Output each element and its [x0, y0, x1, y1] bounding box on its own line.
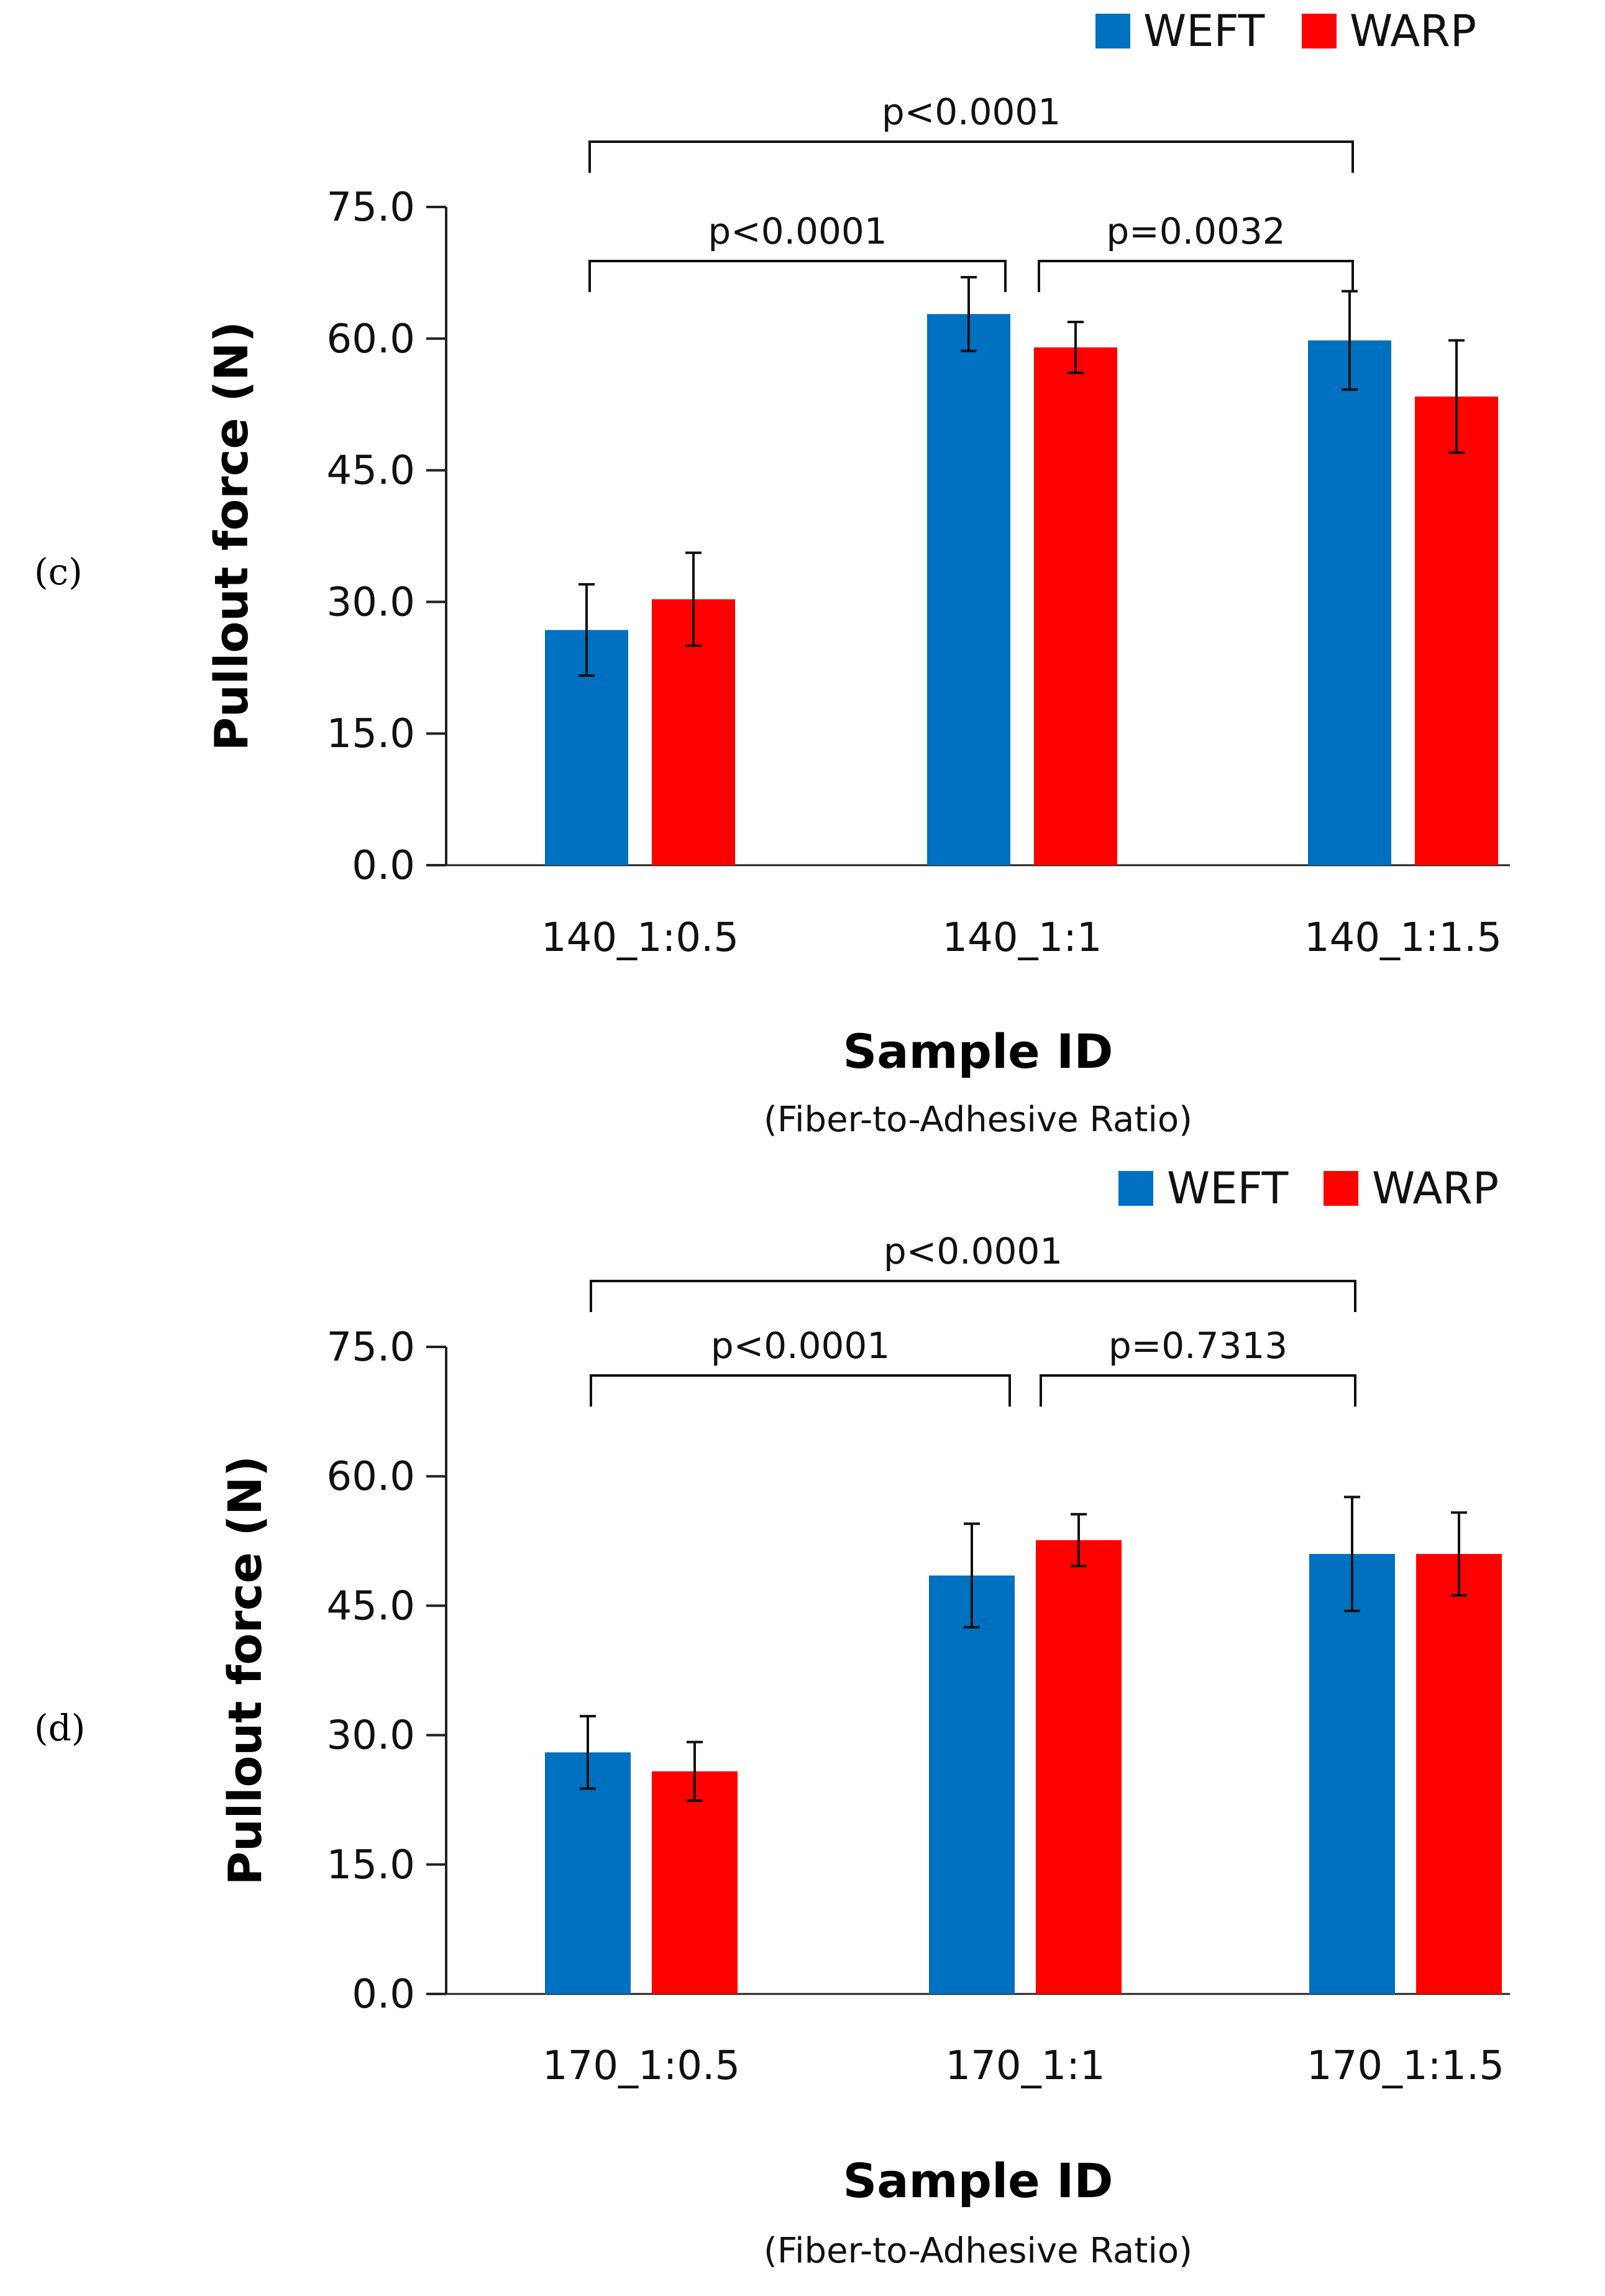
y-tick-label: 45.0 [327, 448, 416, 494]
y-tick-label: 60.0 [327, 316, 416, 362]
y-tick-label: 15.0 [327, 1842, 416, 1888]
x-tick-label: 170_1:1.5 [1307, 2043, 1504, 2089]
legend-label: WEFT [1143, 6, 1264, 57]
significance-bracket [590, 1374, 1011, 1407]
x-axis-label: Sample ID [843, 1024, 1113, 1079]
y-tick-label: 45.0 [327, 1583, 416, 1629]
bar-warp-2 [1415, 396, 1498, 865]
p-value-label: p<0.0001 [711, 1325, 890, 1367]
x-tick-label: 170_1:1 [945, 2043, 1105, 2089]
bar-warp-1 [1036, 1540, 1122, 1994]
y-tick-label: 30.0 [327, 579, 416, 625]
bar-warp-0 [652, 1771, 738, 1994]
bar-weft-1 [927, 314, 1010, 865]
legend-label: WARP [1372, 1163, 1499, 1214]
bar-weft-2 [1308, 340, 1391, 865]
legend-swatch-weft [1095, 14, 1130, 48]
bar-warp-2 [1416, 1554, 1502, 1994]
bar-weft-0 [545, 1752, 631, 1994]
p-value-label: p=0.7313 [1109, 1325, 1287, 1367]
bar-weft-1 [929, 1575, 1015, 1994]
significance-bracket [1040, 1374, 1356, 1407]
legend-label: WEFT [1167, 1163, 1288, 1214]
x-tick-label: 140_1:1 [942, 915, 1102, 961]
x-axis-label: Sample ID [843, 2153, 1113, 2208]
y-tick-label: 15.0 [327, 711, 416, 757]
p-value-label: p<0.0001 [882, 91, 1061, 133]
y-tick-label: 0.0 [352, 843, 415, 889]
significance-bracket [588, 260, 1007, 292]
x-axis-sublabel: (Fiber-to-Adhesive Ratio) [764, 1100, 1192, 1140]
panel-label: (c) [34, 551, 83, 593]
legend-swatch-warp [1302, 14, 1337, 48]
significance-bracket [588, 140, 1354, 173]
x-tick-label: 140_1:0.5 [541, 915, 739, 961]
p-value-label: p<0.0001 [884, 1230, 1063, 1272]
p-value-label: p=0.0032 [1106, 210, 1285, 252]
bar-warp-1 [1034, 347, 1117, 865]
y-tick-label: 75.0 [327, 185, 416, 231]
y-tick-label: 60.0 [327, 1454, 416, 1500]
significance-bracket [590, 1280, 1356, 1312]
y-axis-label: Pullout force (N) [205, 321, 258, 751]
y-tick-label: 0.0 [352, 1972, 415, 2018]
bar-weft-2 [1309, 1554, 1395, 1994]
significance-bracket [1038, 260, 1354, 292]
y-tick-label: 75.0 [327, 1325, 416, 1371]
p-value-label: p<0.0001 [708, 210, 887, 252]
legend-swatch-weft [1118, 1171, 1153, 1206]
y-tick-label: 30.0 [327, 1713, 416, 1759]
x-tick-label: 140_1:1.5 [1304, 915, 1502, 961]
legend-swatch-warp [1324, 1171, 1358, 1206]
panel-label: (d) [34, 1707, 85, 1749]
legend-label: WARP [1350, 6, 1476, 57]
x-tick-label: 170_1:0.5 [542, 2043, 740, 2089]
x-axis-sublabel: (Fiber-to-Adhesive Ratio) [764, 2231, 1192, 2271]
y-axis-label: Pullout force (N) [219, 1456, 272, 1885]
